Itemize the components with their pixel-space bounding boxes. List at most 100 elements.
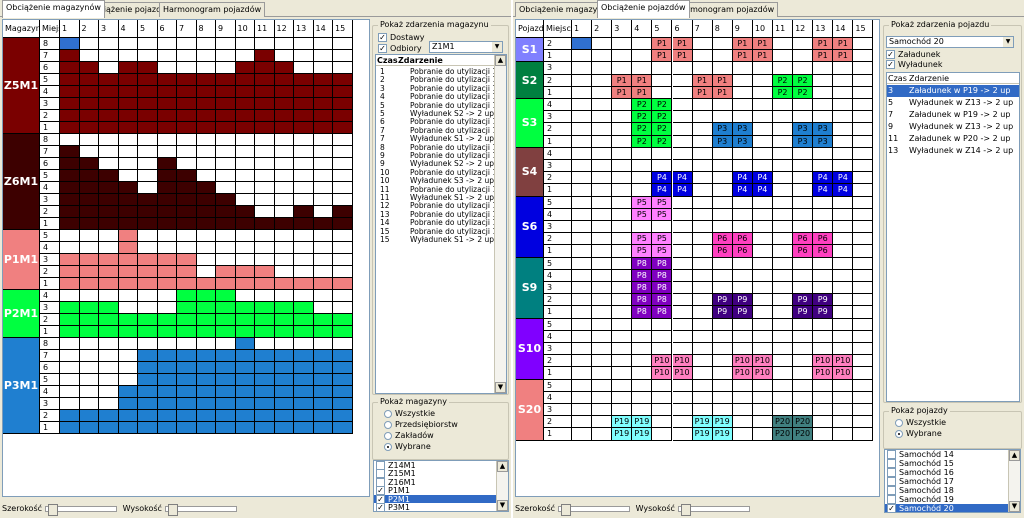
grid-cell [712, 404, 733, 417]
list-item[interactable]: Samochód 14 [885, 450, 1008, 459]
grid-cell [255, 254, 275, 266]
grid-cell [592, 367, 613, 380]
radio-option[interactable]: Wybrane [895, 429, 942, 439]
event-row[interactable]: 3 Pobranie do utylizacji 1 up [376, 84, 506, 93]
event-row[interactable]: 13 Wyładunek w Z14 -> 2 up [887, 145, 1019, 157]
grid-cell [752, 221, 773, 234]
loading-checkbox[interactable]: ✓ Załadunek [886, 50, 940, 59]
vehicle-list[interactable]: Samochód 14 Samochód 15 Samochód 16 Samochó… [884, 449, 1021, 513]
list-item[interactable]: Z14M1 [374, 461, 496, 470]
event-row[interactable]: 7 Wyładunek S1 -> 2 up [376, 135, 494, 143]
event-row[interactable]: 11 Wyładunek S1 -> 2 up [376, 194, 494, 202]
grid-cell [79, 266, 99, 278]
load-cell: P6 [793, 245, 814, 258]
grid-cell [773, 294, 794, 307]
radio-option[interactable]: Wszystkie [384, 409, 435, 419]
event-row[interactable]: 11 Pobranie do utylizacji 1 up [376, 185, 506, 194]
event-row[interactable]: 5 Wyładunek w Z13 -> 2 up [887, 97, 1019, 109]
grid-cell [752, 208, 773, 221]
event-row[interactable]: 12 Pobranie do utylizacji 1 up [376, 202, 506, 210]
event-row[interactable]: 5 Pobranie do utylizacji 1 up [376, 101, 506, 110]
grid-cell [99, 62, 119, 74]
list-item[interactable]: Z15M1 [374, 469, 496, 479]
list-item[interactable]: Samochód 17 [885, 477, 1008, 486]
radio-option[interactable]: Wybrane [384, 442, 431, 452]
deliveries-checkbox[interactable]: ✓ Dostawy [378, 33, 425, 42]
slot-number: 3 [544, 160, 572, 173]
list-item[interactable]: Samochód 18 [885, 486, 1008, 495]
event-row[interactable]: 9 Pobranie do utylizacji 1 up [376, 152, 506, 160]
scroll-up-icon[interactable]: ▲ [1009, 450, 1020, 461]
event-row[interactable]: 2 Pobranie do utylizacji 1 up [376, 76, 506, 84]
grid-cell [235, 230, 255, 242]
load-cell: P10 [752, 367, 773, 380]
width-slider[interactable] [45, 503, 118, 516]
grid-cell [752, 282, 773, 295]
list-item-label: Samochód 16 [899, 468, 954, 477]
radio-option[interactable]: Wszystkie [895, 418, 946, 428]
tab-warehouse-load[interactable]: Obciążenie magazynów [2, 0, 105, 18]
grid-cell [99, 98, 119, 110]
radio-option[interactable]: Przedsiębiorstw [384, 420, 458, 430]
list-scrollbar[interactable]: ▲ ▼ [1008, 450, 1020, 512]
event-row[interactable]: 7 Pobranie do utylizacji 1 up [376, 126, 506, 135]
height-slider[interactable] [677, 503, 750, 516]
grid-cell [793, 355, 814, 368]
slot-number: 2 [544, 74, 572, 87]
event-row[interactable]: 6 Pobranie do utylizacji 1 up [376, 118, 506, 126]
tab-vehicle-schedule[interactable]: Harmonogram pojazdów [159, 2, 266, 17]
list-item[interactable]: Z16M1 [374, 477, 496, 487]
event-row[interactable]: 11 Załadunek w P20 -> 2 up [887, 133, 1019, 145]
tab-vehicle-load[interactable]: Obciążenie pojazdów [597, 0, 690, 18]
grid-cell [313, 278, 333, 290]
grid-cell [274, 362, 294, 374]
grid-cell [853, 86, 874, 99]
event-row[interactable]: 5 Wyładunek S2 -> 2 up [376, 110, 494, 118]
pickups-checkbox[interactable]: ✓ Odbiory [378, 44, 422, 53]
event-row[interactable]: 4 Pobranie do utylizacji 1 up [376, 93, 506, 101]
width-slider[interactable] [558, 503, 631, 516]
list-item[interactable]: ✓ P1M1 [374, 486, 496, 496]
unloading-checkbox[interactable]: ✓ Wyładunek [886, 60, 942, 69]
event-row[interactable]: 15 Wyładunek S1 -> 2 up [376, 236, 494, 244]
event-row[interactable]: 14 Pobranie do utylizacji 1 up [376, 219, 506, 227]
warehouse-list[interactable]: Z14M1 Z15M1 Z16M1 ✓ P1M1 ✓ P2M1 ✓ P3M1 ▲ ▼ [373, 460, 509, 512]
grid-cell [177, 206, 197, 218]
grid-cell [196, 338, 216, 350]
grid-cell [196, 182, 216, 194]
event-row[interactable]: 7 Załadunek w P19 -> 2 up [887, 109, 1019, 121]
event-row[interactable]: 13 Pobranie do utylizacji 1 up [376, 210, 506, 219]
events-scrollbar[interactable]: ▲ ▼ [494, 55, 506, 393]
scroll-down-icon[interactable]: ▼ [497, 500, 508, 511]
scroll-up-icon[interactable]: ▲ [497, 461, 508, 472]
slot-number: 3 [40, 254, 60, 266]
event-row[interactable]: 9 Wyładunek S2 -> 2 up [376, 160, 494, 168]
grid-cell [177, 110, 197, 122]
grid-cell [235, 122, 255, 134]
list-item[interactable]: Samochód 16 [885, 468, 1008, 477]
grid-cell [235, 326, 255, 338]
event-row[interactable]: 10 Wyładunek S3 -> 2 up [376, 177, 494, 185]
event-row[interactable]: 3 Załadunek w P19 -> 2 up [887, 85, 1019, 97]
list-item[interactable]: ✓ P2M1 [374, 494, 496, 504]
list-item[interactable]: Samochód 15 [885, 459, 1008, 468]
warehouse-select[interactable]: Z1M1 ▼ [429, 41, 503, 53]
event-row[interactable]: 10 Pobranie do utylizacji 1 up [376, 168, 506, 177]
list-item[interactable]: ✓ Samochód 20 [885, 504, 1008, 512]
height-slider[interactable] [164, 503, 237, 516]
grid-cell [752, 318, 773, 331]
vehicle-select[interactable]: Samochód 20 ▼ [886, 36, 1014, 48]
grid-cell [274, 158, 294, 170]
event-row[interactable]: 8 Pobranie do utylizacji 1 up [376, 143, 506, 152]
event-row[interactable]: 9 Wyładunek w Z13 -> 2 up [887, 121, 1019, 133]
list-item[interactable]: Samochód 19 [885, 495, 1008, 504]
grid-cell [255, 122, 275, 134]
radio-option[interactable]: Zakładów [384, 431, 434, 441]
vehicle-events-list[interactable]: Czas Zdarzenie 3 Załadunek w P19 -> 2 up 5… [886, 72, 1020, 402]
scroll-down-icon[interactable]: ▼ [1009, 501, 1020, 512]
event-row[interactable]: 15 Pobranie do utylizacji 1 up [376, 227, 506, 236]
warehouse-events-list[interactable]: Czas Zdarzenie 1 Pobranie do utylizacji 1… [375, 54, 507, 394]
list-scrollbar[interactable]: ▲ ▼ [496, 461, 508, 511]
event-row[interactable]: 1 Pobranie do utylizacji 1 up [376, 68, 506, 76]
list-item[interactable]: ✓ P3M1 [374, 503, 496, 511]
